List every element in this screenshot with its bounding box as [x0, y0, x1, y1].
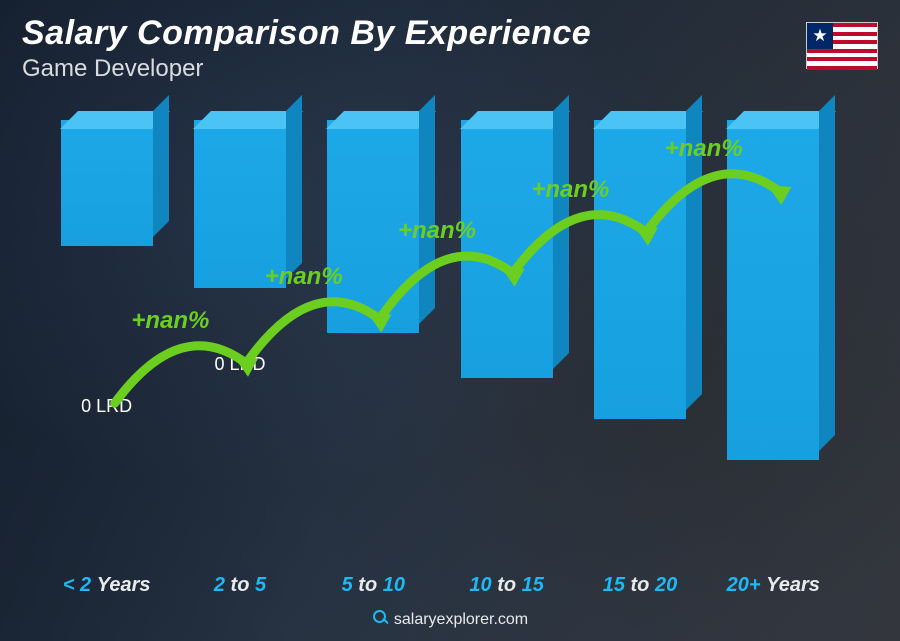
footer-site: salaryexplorer.com	[394, 611, 528, 628]
bar-group: 0 LRD10 to 15	[440, 120, 573, 563]
footer: salaryexplorer.com	[0, 609, 900, 629]
bar	[461, 120, 553, 378]
bar	[727, 120, 819, 460]
bar-chart: 0 LRD< 2 Years0 LRD2 to 50 LRD5 to 100 L…	[40, 120, 840, 563]
bar-value-label: 0 LRD	[40, 396, 173, 417]
chart-title: Salary Comparison By Experience	[22, 14, 878, 53]
bar-front-face	[194, 120, 286, 288]
bar	[327, 120, 419, 333]
bar-side-face	[686, 95, 702, 410]
magnifier-icon	[372, 609, 390, 627]
chart-subtitle: Game Developer	[22, 55, 878, 83]
bar-value-label: 0 LRD	[173, 354, 306, 375]
bar-group: 0 LRD20+ Years	[707, 120, 840, 563]
bar-front-face	[727, 120, 819, 460]
flag-star-icon: ★	[807, 23, 833, 49]
bar-side-face	[819, 95, 835, 451]
bar-front-face	[594, 120, 686, 419]
bar-group: 0 LRD< 2 Years	[40, 120, 173, 563]
bar	[194, 120, 286, 288]
bar-group: 0 LRD2 to 5	[173, 120, 306, 563]
country-flag: ★	[806, 22, 878, 69]
bar	[594, 120, 686, 419]
bar-side-face	[419, 95, 435, 324]
bar-group: 0 LRD5 to 10	[307, 120, 440, 563]
bar-group: 0 LRD15 to 20	[573, 120, 706, 563]
bar-front-face	[327, 120, 419, 333]
bar-side-face	[553, 95, 569, 369]
bar-side-face	[286, 95, 302, 279]
bar	[61, 120, 153, 246]
bar-front-face	[61, 120, 153, 246]
header: Salary Comparison By Experience Game Dev…	[22, 14, 878, 83]
bar-side-face	[153, 95, 169, 237]
bar-category-label: 20+ Years	[680, 574, 867, 597]
bars-container: 0 LRD< 2 Years0 LRD2 to 50 LRD5 to 100 L…	[40, 120, 840, 563]
bar-front-face	[461, 120, 553, 378]
